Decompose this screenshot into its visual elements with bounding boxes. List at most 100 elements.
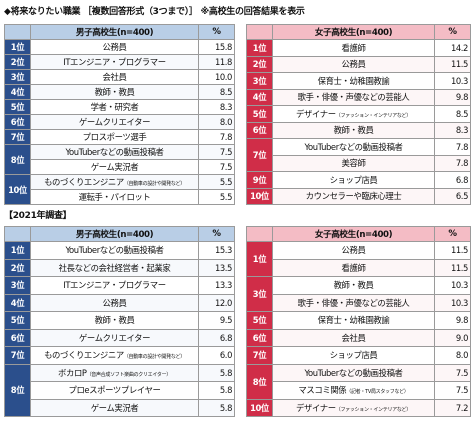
occupation-name: ゲームクリエイター [78,332,151,343]
percent-cell: 12.0 [198,293,235,312]
occupation-name: 保育士・幼稚園教諭 [317,315,390,326]
occupation-cell: YouTuberなどの動画投稿者 [30,241,199,260]
rank-cell: 7位 [4,346,31,365]
table-row: 5位 保育士・幼稚園教諭 9.8 [246,311,471,330]
boys-2021-ranking-table: 男子高校生(n=400) % 1位 YouTuberなどの動画投稿者 15.3 2位 社… [4,226,235,417]
percent-cell: 7.5 [434,363,471,382]
occupation-cell: 公務員 [272,55,435,73]
rank-cell: 3位 [4,276,31,295]
occupation-cell: YouTuberなどの動画投稿者 [272,363,435,382]
girls-2022-ranking-table: 女子高校生(n=400) % 1位 看護師 14.2 2位 公務員 11.5 3位 保育士・幼… [246,24,471,205]
occupation-cell: 会社員 [30,69,199,85]
occupation-cell: 看護師 [272,258,435,277]
table-row: 5位 学者・研究者 8.3 [4,99,235,115]
occupation-name: マスコミ関係 [298,385,347,396]
table-row: 5位 デザイナー（ファッション・インテリアなど） 8.5 [246,105,471,123]
rank-cell: 2位 [4,54,31,70]
occupation-name: 看護師 [341,42,366,53]
rank-cell: 5位 [246,311,273,330]
occupation-cell: 保育士・幼稚園教諭 [272,72,435,90]
occupation-name: 公務員 [102,42,127,52]
occupation-cell: ゲーム実況者 [30,398,199,417]
rank-cell: 6位 [246,121,273,139]
percent-cell: 11.5 [434,55,471,73]
percent-cell: 5.8 [198,398,235,417]
occupation-name: 教師・教員 [333,125,374,136]
occupation-cell: ショップ店員 [272,346,435,365]
percent-cell: 9.8 [434,88,471,106]
table-row: 8位 YouTuberなどの動画投稿者 7.5 [4,144,235,175]
percent-cell: 9.8 [434,311,471,330]
percent-cell: 6.8 [434,171,471,189]
occupation-cell: ものづくりエンジニア（自動車の設計や開発など） [30,346,199,365]
table-row: プロeスポーツプレイヤー 5.8 [5,381,235,400]
occupation-note: （ファッション・インテリアなど） [335,406,412,413]
occupation-cell: デザイナー（ファッション・インテリアなど） [272,105,435,123]
occupation-cell: ゲーム実況者 [30,159,199,175]
occupation-cell: 運転手・パイロット [30,189,199,205]
table-row: 3位 ITエンジニア・プログラマー 13.3 [4,276,235,295]
occupation-cell: 教師・教員 [272,121,435,139]
rank-cell: 4位 [4,293,31,312]
percent-header: % [198,226,235,242]
occupation-name: ものづくりエンジニア [44,177,124,187]
occupation-note: （自動車の設計や開発など） [123,181,185,187]
occupation-cell: 看護師 [272,39,435,57]
percent-cell: 15.3 [198,241,235,260]
percent-cell: 8.0 [434,346,471,365]
rank-cell: 8位 [246,363,273,400]
occupation-cell: 公務員 [30,39,199,55]
percent-cell: 11.5 [434,258,471,277]
table-row: 5位 教師・教員 9.5 [4,311,235,330]
rank-cell: 5位 [246,105,273,123]
table-row: 7位 YouTuberなどの動画投稿者 7.8 [246,138,471,172]
table-row: 3位 会社員 10.0 [4,69,235,85]
rank-cell: 10位 [246,187,273,205]
percent-cell: 5.5 [198,174,235,190]
percent-cell: 10.0 [198,69,235,85]
percent-cell: 8.0 [198,114,235,130]
occupation-cell: 教師・教員 [30,311,199,330]
rank-cell: 10位 [4,174,31,205]
occupation-name: ショップ店員 [329,350,378,361]
table-row: 7位 ものづくりエンジニア（自動車の設計や開発など） 6.0 [4,346,235,365]
table-row: 歌手・俳優・声優などの芸能人 10.3 [247,293,471,312]
rank-cell: 1位 [4,39,31,55]
occupation-name: ものづくりエンジニア [44,350,124,361]
rank-cell: 9位 [246,171,273,189]
occupation-name: ゲーム実況者 [90,402,139,413]
rank-cell: 7位 [4,129,31,145]
girls-2021-ranking-table: 女子高校生(n=400) % 1位 公務員 11.5 看護師 11.5 3位 教師・教員 10… [246,226,471,417]
boys-header: 男子高校生(n=400) [30,24,199,40]
percent-cell: 8.5 [198,84,235,100]
occupation-cell: プロeスポーツプレイヤー [30,381,199,400]
occupation-name: プロeスポーツプレイヤー [68,385,161,396]
percent-cell: 8.3 [198,99,235,115]
table-row: 運転手・パイロット 5.5 [5,189,235,205]
occupation-cell: 学者・研究者 [30,99,199,115]
percent-cell: 10.3 [434,276,471,295]
percent-cell: 13.3 [198,276,235,295]
rank-cell: 2位 [4,258,31,277]
occupation-name: YouTuberなどの動画投稿者 [304,141,403,152]
table-row: 2位 社長などの会社経営者・起業家 13.5 [4,258,235,277]
occupation-cell: ITエンジニア・プログラマー [30,54,199,70]
rank-cell: 10位 [246,398,273,417]
occupation-cell: 教師・教員 [272,276,435,295]
rank-cell: 4位 [4,84,31,100]
occupation-name: 歌手・俳優・声優などの芸能人 [297,92,410,103]
occupation-name: デザイナー [296,108,336,119]
percent-header: % [198,24,235,40]
table-row: 3位 教師・教員 10.3 [246,276,471,312]
occupation-cell: 会社員 [272,328,435,347]
occupation-cell: プロスポーツ選手 [30,129,199,145]
girls-header: 女子高校生(n=400) [272,24,435,40]
occupation-name: 運転手・パイロット [78,192,151,202]
rank-cell: 8位 [4,363,31,417]
table-row: ゲーム実況者 7.5 [5,159,235,175]
occupation-name: ゲーム実況者 [90,162,139,172]
percent-cell: 7.8 [198,129,235,145]
occupation-cell: ものづくりエンジニア（自動車の設計や開発など） [30,174,199,190]
occupation-name: プロスポーツ選手 [82,132,147,142]
occupation-name: 保育士・幼稚園教諭 [317,75,390,86]
